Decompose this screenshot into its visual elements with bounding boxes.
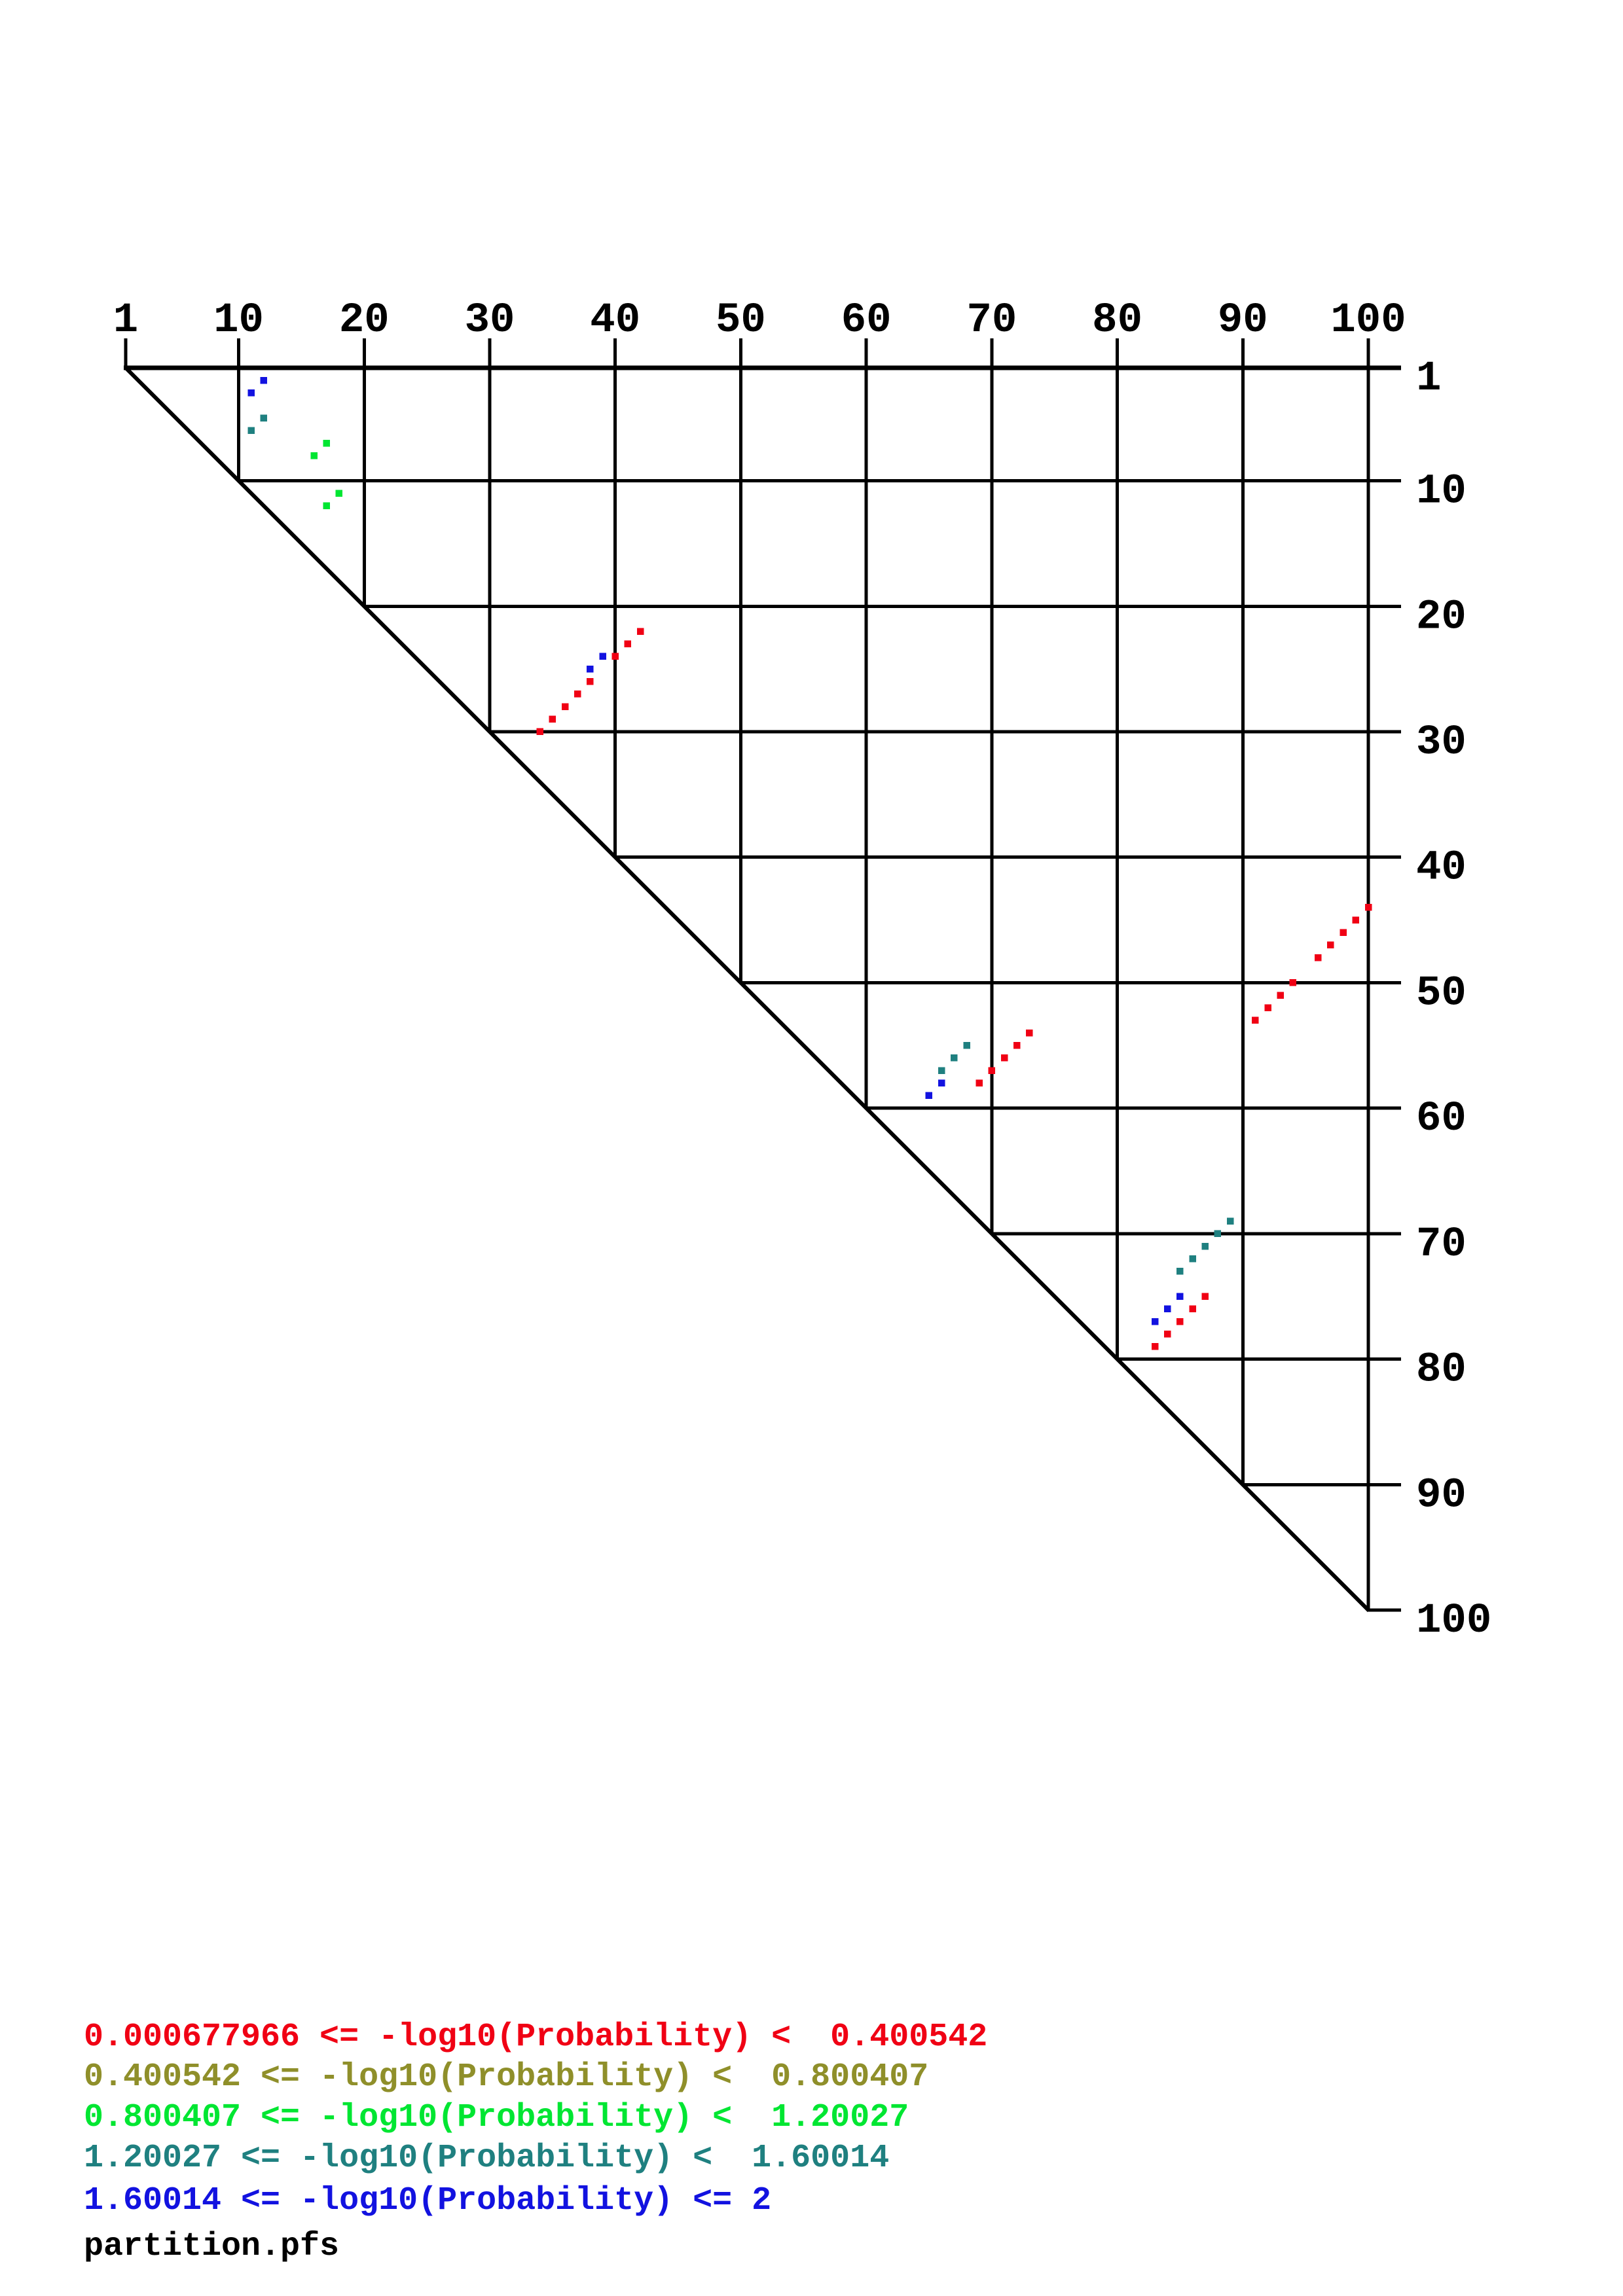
data-point-teal [1176, 1268, 1184, 1275]
data-point-red [1189, 1305, 1196, 1313]
data-point-red [1277, 992, 1285, 999]
x-tick-label-30: 30 [465, 297, 515, 344]
y-tick-label-60: 60 [1416, 1096, 1467, 1143]
data-point-red [1164, 1330, 1171, 1338]
data-point-red [624, 640, 632, 648]
x-tick-label-100: 100 [1330, 297, 1406, 344]
data-point-blue [925, 1092, 933, 1100]
y-tick-label-20: 20 [1416, 594, 1467, 641]
x-tick-label-60: 60 [841, 297, 892, 344]
data-point-red [1364, 904, 1372, 911]
data-point-red [1327, 941, 1334, 949]
data-point-green [323, 502, 330, 510]
data-point-blue [1151, 1318, 1159, 1325]
y-tick-label-100: 100 [1416, 1598, 1491, 1645]
data-point-red [1289, 979, 1297, 986]
data-point-teal [247, 427, 255, 435]
data-point-blue [1164, 1305, 1171, 1313]
data-point-teal [260, 414, 268, 422]
data-point-blue [599, 653, 606, 660]
data-point-teal [963, 1042, 970, 1049]
data-point-blue [260, 376, 268, 384]
data-point-red [1201, 1293, 1209, 1300]
data-point-red [1315, 954, 1322, 961]
data-point-red [1340, 929, 1347, 936]
x-tick-label-10: 10 [213, 297, 264, 344]
diagonal-line [123, 365, 1371, 1613]
data-point-red [549, 715, 556, 723]
legend-entry-5: 1.60014 <= -log10(Probability) <= 2 [84, 2182, 772, 2219]
data-point-red [561, 703, 569, 710]
y-tick-label-1: 1 [1416, 355, 1441, 403]
data-point-teal [1189, 1255, 1196, 1263]
y-tick-label-70: 70 [1416, 1221, 1467, 1268]
data-point-red [1252, 1016, 1259, 1024]
data-point-red [1026, 1029, 1033, 1037]
y-tick-label-30: 30 [1416, 719, 1467, 766]
data-point-red [536, 728, 543, 736]
data-point-red [988, 1067, 996, 1074]
x-tick-label-1: 1 [113, 297, 138, 344]
data-point-teal [1214, 1230, 1222, 1238]
data-point-green [310, 452, 318, 459]
y-tick-label-10: 10 [1416, 469, 1467, 516]
x-tick-label-90: 90 [1218, 297, 1268, 344]
data-point-blue [938, 1079, 945, 1087]
x-tick-label-70: 70 [966, 297, 1017, 344]
y-tick-label-90: 90 [1416, 1472, 1467, 1519]
data-point-teal [1226, 1217, 1234, 1225]
data-point-red [587, 678, 594, 685]
legend-entry-2: 0.400542 <= -log10(Probability) < 0.8004… [84, 2058, 929, 2096]
data-point-teal [938, 1067, 945, 1074]
data-point-red [636, 628, 644, 635]
data-point-red [1013, 1042, 1021, 1049]
data-point-teal [1201, 1242, 1209, 1250]
x-tick-label-40: 40 [590, 297, 640, 344]
y-tick-label-40: 40 [1416, 845, 1467, 892]
data-point-teal [951, 1054, 958, 1062]
legend-entry-1: 0.000677966 <= -log10(Probability) < 0.4… [84, 2018, 988, 2056]
data-point-blue [1176, 1293, 1184, 1300]
data-point-red [1264, 1004, 1271, 1012]
x-tick-label-20: 20 [339, 297, 390, 344]
legend-entry-4: 1.20027 <= -log10(Probability) < 1.60014 [84, 2140, 890, 2177]
data-point-green [335, 490, 343, 497]
filename-label: partition.pfs [84, 2228, 340, 2265]
data-point-red [611, 653, 619, 660]
data-point-red [574, 691, 581, 698]
legend-entry-3: 0.800407 <= -log10(Probability) < 1.2002… [84, 2099, 909, 2136]
y-tick-label-80: 80 [1416, 1347, 1467, 1394]
data-point-green [323, 439, 330, 447]
data-point-blue [247, 389, 255, 397]
x-tick-label-50: 50 [716, 297, 766, 344]
data-point-red [1151, 1343, 1159, 1350]
x-tick-label-80: 80 [1092, 297, 1142, 344]
data-point-red [1176, 1318, 1184, 1325]
data-point-red [976, 1079, 983, 1087]
data-point-red [1000, 1054, 1008, 1062]
data-point-red [1352, 916, 1360, 924]
y-tick-label-50: 50 [1416, 970, 1467, 1017]
data-point-blue [587, 665, 594, 673]
